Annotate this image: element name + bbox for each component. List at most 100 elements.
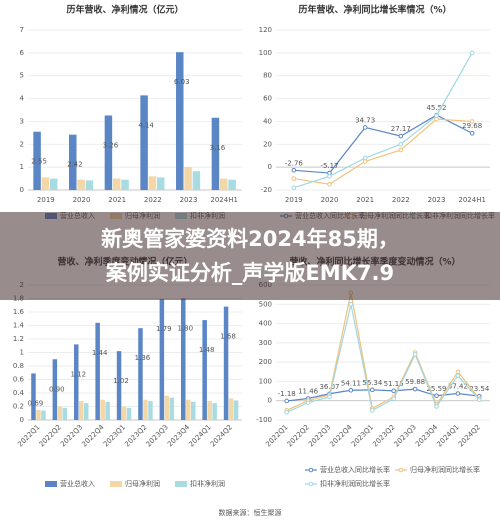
x-tick-label: 2023Q3 [393, 423, 418, 448]
data-label: 1.68 [220, 333, 236, 341]
point [434, 404, 439, 409]
legend-label: 归母净利润同比增长率 [410, 465, 480, 474]
x-tick-label: 2024Q2 [457, 423, 482, 448]
point [412, 352, 418, 357]
point [469, 119, 475, 124]
bar [36, 409, 41, 420]
data-label: 4.14 [138, 121, 154, 129]
x-tick-label: 2021 [108, 196, 126, 204]
bar [143, 399, 148, 420]
data-label: 0.69 [28, 399, 44, 407]
data-label: 3.26 [103, 141, 119, 149]
y-tick-label: 100 [259, 49, 272, 57]
point [284, 398, 290, 404]
point [391, 388, 397, 394]
data-label: 45.52 [426, 104, 446, 112]
y-tick-label: 1 [20, 163, 24, 171]
x-tick-label: 2022Q2 [38, 423, 63, 448]
x-tick-label: 2023Q2 [371, 423, 396, 448]
y-tick-label: 60 [263, 95, 272, 103]
bar [186, 399, 191, 420]
source: 数据来源：恒生聚源 [219, 508, 282, 517]
y-tick-label: 3 [20, 117, 24, 125]
y-tick-label: 0.2 [13, 403, 24, 411]
data-label: 25.59 [426, 385, 446, 393]
bar [156, 177, 165, 190]
data-label: 1.02 [113, 377, 129, 385]
bar [148, 401, 153, 420]
x-tick-label: 2023Q3 [145, 423, 170, 448]
point [477, 397, 482, 403]
data-label: 37.42 [448, 382, 468, 390]
bar [176, 52, 184, 190]
legend-label: 扣非净利润 [190, 479, 225, 488]
point [348, 387, 354, 393]
legend-label: 营业总收入同比增长率 [320, 465, 390, 474]
x-tick-label: 2021 [356, 196, 374, 204]
legend-label: 营业总收入 [60, 479, 95, 488]
point [398, 133, 404, 139]
bar [212, 403, 217, 420]
y-tick-label: 1.2 [13, 335, 24, 343]
point [305, 400, 311, 405]
point [362, 125, 368, 130]
data-label: 2.42 [67, 161, 83, 169]
bar [228, 398, 234, 420]
y-tick-label: 0 [268, 163, 272, 171]
legend-swatch [308, 481, 314, 487]
bar [181, 298, 186, 420]
bar [52, 359, 58, 420]
y-tick-label: 2 [20, 140, 24, 148]
bar [233, 400, 239, 420]
x-tick-label: 2024Q2 [209, 423, 234, 448]
point [327, 173, 332, 179]
bar [159, 299, 165, 420]
data-label: 56.34 [362, 379, 383, 387]
point [391, 396, 397, 402]
point [362, 155, 368, 161]
line [293, 118, 473, 185]
bar [121, 179, 129, 190]
bar [79, 401, 84, 420]
bar [105, 401, 110, 420]
y-tick-label: 200 [259, 358, 272, 366]
data-label: 0.90 [49, 385, 65, 393]
data-label: 2.55 [31, 158, 47, 166]
y-tick-label: 1.4 [13, 322, 25, 330]
bar [33, 131, 41, 190]
y-tick-label: -20 [261, 186, 272, 194]
y-tick-label: 6 [20, 49, 25, 57]
data-label: 59.88 [405, 378, 425, 386]
point [469, 50, 475, 56]
y-tick-label: 0 [268, 397, 272, 405]
data-label: 6.03 [174, 78, 190, 86]
point [327, 394, 332, 400]
point [398, 141, 404, 147]
y-tick-label: 0 [20, 186, 24, 194]
bar [41, 410, 46, 420]
bar [100, 399, 105, 420]
data-label: 23.54 [469, 385, 490, 393]
data-label: -5.17 [320, 162, 338, 170]
legend-label: 扣非净利润同比增长率 [320, 479, 390, 488]
bar [85, 180, 94, 190]
y-tick-label: 40 [263, 117, 272, 125]
banner-band [0, 212, 500, 300]
bar [31, 373, 36, 420]
bar [192, 171, 201, 190]
bar [169, 397, 175, 420]
legend-swatch [398, 467, 404, 473]
x-tick-label: 2022Q1 [264, 423, 289, 448]
chart-title: 历年营收、净利情况（亿元） [66, 4, 183, 16]
x-tick-label: 2024Q1 [435, 423, 460, 448]
bar [140, 95, 148, 190]
data-label: 1.48 [199, 346, 215, 354]
data-label: -2.76 [285, 159, 304, 167]
point [398, 147, 404, 153]
y-tick-label: 0.8 [13, 362, 24, 370]
bar [220, 178, 228, 190]
y-tick-label: 1.6 [13, 308, 25, 316]
bar [121, 406, 127, 420]
bar [57, 406, 63, 420]
